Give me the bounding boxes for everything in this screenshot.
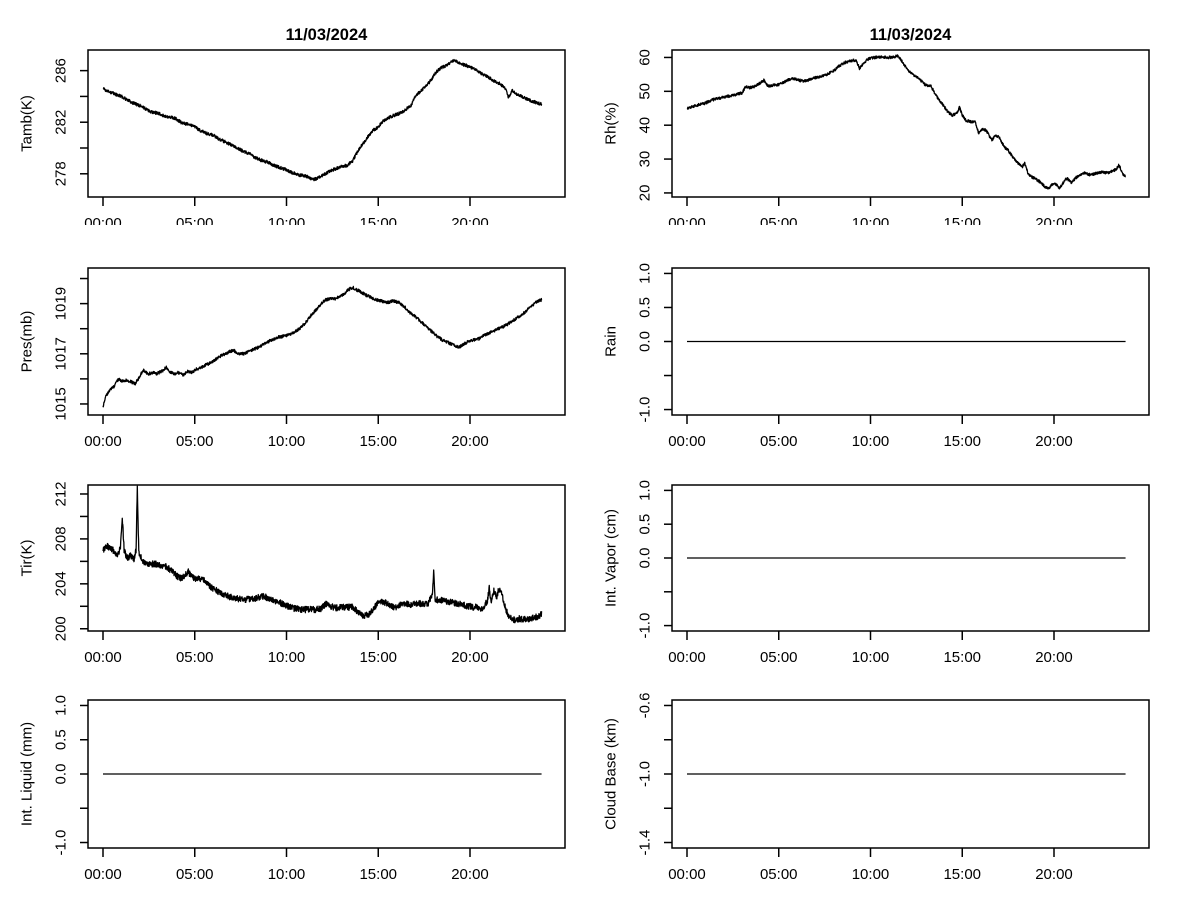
x-tick-label: 00:00 <box>668 649 706 666</box>
panel-tir: 200 204 208 212 00:00 05:00 10:00 15:00 20:00 Tir… <box>19 481 566 666</box>
panel-rh: 20 30 40 50 60 00:00 05:00 10:00 15:00 20:00 Rh(%)… <box>603 26 1150 225</box>
x-tick-label: 20:00 <box>451 866 489 883</box>
x-tick-label: 10:00 <box>852 649 890 666</box>
y-tick-label: 286 <box>53 58 70 83</box>
y-tick-label: -1.0 <box>637 761 654 787</box>
y-tick-label: 1.0 <box>637 263 654 284</box>
x-tick-label: 20:00 <box>451 215 489 225</box>
x-tick-label: 20:00 <box>1035 433 1073 450</box>
x-tick-label: 10:00 <box>268 866 306 883</box>
tir-series-line <box>102 485 543 624</box>
x-tick-label: 00:00 <box>84 866 122 883</box>
tamb-series-line <box>102 58 543 182</box>
plot-box <box>87 267 566 416</box>
plot-box <box>671 49 1150 198</box>
x-tick-label: 20:00 <box>451 649 489 666</box>
x-tick-label: 15:00 <box>359 649 397 666</box>
y-tick-label: 200 <box>53 616 70 641</box>
y-tick-label: 278 <box>53 161 70 186</box>
panel-tamb: 278 282 286 00:00 05:00 10:00 15:00 20:00 Tamb(K… <box>19 26 566 225</box>
y-tick-label: -1.0 <box>637 397 654 423</box>
panel-vapor: -1.0 0.0 0.5 1.0 00:00 05:00 10:00 15:00 20:00 In… <box>603 480 1150 666</box>
x-tick-label: 20:00 <box>1035 866 1073 883</box>
x-tick-label: 15:00 <box>359 866 397 883</box>
y-tick-label: 20 <box>637 185 654 202</box>
y-tick-label: 1019 <box>53 287 70 320</box>
x-tick-label: 15:00 <box>943 649 981 666</box>
x-tick-label: 10:00 <box>852 866 890 883</box>
panel-cloudbase: -1.4 -1.0 -0.6 00:00 05:00 10:00 15:00 20:00 Clo… <box>603 693 1150 883</box>
x-tick-label: 15:00 <box>943 433 981 450</box>
x-tick-label: 00:00 <box>668 866 706 883</box>
y-tick-label: 282 <box>53 110 70 135</box>
x-tick-label: 15:00 <box>943 866 981 883</box>
panel-liquid: -1.0 0.0 0.5 1.0 00:00 05:00 10:00 15:00 20:00 In… <box>19 695 566 883</box>
x-tick-label: 05:00 <box>760 866 798 883</box>
y-tick-label: 0.5 <box>637 514 654 535</box>
y-tick-label: 30 <box>637 151 654 168</box>
x-tick-label: 20:00 <box>451 433 489 450</box>
y-tick-label: 0.0 <box>637 331 654 352</box>
y-tick-label: -0.6 <box>637 693 654 719</box>
y-axis-title: Int. Liquid (mm) <box>19 722 36 826</box>
y-tick-label: -1.0 <box>637 613 654 639</box>
x-tick-label: 05:00 <box>760 433 798 450</box>
y-tick-label: 0.5 <box>53 729 70 750</box>
y-tick-label: 60 <box>637 49 654 66</box>
x-tick-label: 00:00 <box>84 649 122 666</box>
plot-box <box>87 484 566 632</box>
y-axis-title: Rain <box>603 326 620 357</box>
panel-pres: 1015 1017 1019 00:00 05:00 10:00 15:00 20:00 Pre… <box>19 267 566 450</box>
y-tick-label: 1.0 <box>53 695 70 716</box>
y-tick-label: 50 <box>637 83 654 100</box>
plot-box <box>87 49 566 198</box>
y-axis-title: Tir(K) <box>19 540 36 577</box>
y-axis-title: Pres(mb) <box>19 311 36 373</box>
y-axis-title: Int. Vapor (cm) <box>603 509 620 607</box>
x-tick-label: 20:00 <box>1035 649 1073 666</box>
y-tick-label: 1.0 <box>637 480 654 501</box>
x-tick-label: 20:00 <box>1035 215 1073 225</box>
y-tick-label: -1.0 <box>53 830 70 856</box>
y-tick-label: 40 <box>637 117 654 134</box>
x-tick-label: 00:00 <box>668 433 706 450</box>
panel-title: 11/03/2024 <box>870 26 952 44</box>
y-tick-label: -1.4 <box>637 830 654 856</box>
y-tick-label: 1015 <box>53 387 70 420</box>
x-tick-label: 05:00 <box>176 215 214 225</box>
x-tick-label: 10:00 <box>268 649 306 666</box>
x-tick-label: 05:00 <box>760 649 798 666</box>
y-axis-title: Cloud Base (km) <box>603 718 620 830</box>
x-tick-label: 00:00 <box>668 215 706 225</box>
x-tick-label: 15:00 <box>359 215 397 225</box>
x-tick-label: 05:00 <box>176 866 214 883</box>
y-tick-label: 0.0 <box>53 764 70 785</box>
panel-title: 11/03/2024 <box>286 26 368 44</box>
x-tick-label: 10:00 <box>268 433 306 450</box>
x-tick-label: 15:00 <box>359 433 397 450</box>
y-tick-label: 0.5 <box>637 297 654 318</box>
y-axis-title: Rh(%) <box>603 102 620 145</box>
y-tick-label: 1017 <box>53 337 70 370</box>
y-tick-label: 0.0 <box>637 548 654 569</box>
x-tick-label: 05:00 <box>176 649 214 666</box>
x-tick-label: 00:00 <box>84 215 122 225</box>
x-tick-label: 05:00 <box>176 433 214 450</box>
x-tick-label: 00:00 <box>84 433 122 450</box>
y-tick-label: 208 <box>53 526 70 551</box>
x-tick-label: 15:00 <box>943 215 981 225</box>
x-tick-label: 10:00 <box>852 215 890 225</box>
y-tick-label: 204 <box>53 571 70 596</box>
y-axis-title: Tamb(K) <box>19 95 36 152</box>
x-tick-label: 05:00 <box>760 215 798 225</box>
panel-rain: -1.0 0.0 0.5 1.0 00:00 05:00 10:00 15:00 20:00 Ra… <box>603 263 1150 450</box>
y-tick-label: 212 <box>53 481 70 506</box>
x-tick-label: 10:00 <box>268 215 306 225</box>
pres-series-line <box>102 285 543 408</box>
x-tick-label: 10:00 <box>852 433 890 450</box>
rh-series-line <box>686 54 1126 190</box>
